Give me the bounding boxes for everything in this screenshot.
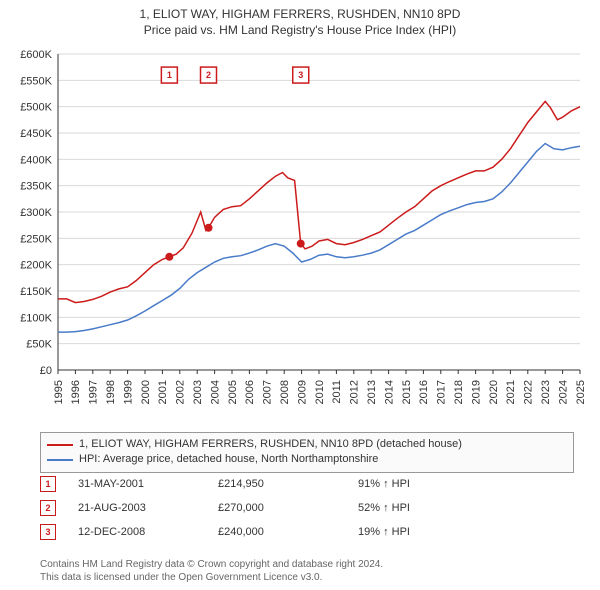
legend-swatch-hpi	[47, 459, 73, 461]
chart-svg: £0 £50K £100K £150K £200K £250K £300K £350K £400…	[10, 46, 590, 426]
sale-price-3: £240,000	[218, 526, 358, 538]
svg-text:2020: 2020	[488, 380, 500, 404]
sale-badge-3: 3	[40, 524, 56, 540]
svg-text:2009: 2009	[296, 380, 308, 404]
chart-area: £0 £50K £100K £150K £200K £250K £300K £350K £400…	[10, 46, 590, 426]
svg-text:£300K: £300K	[20, 207, 52, 219]
svg-text:2012: 2012	[349, 380, 361, 404]
svg-text:£250K: £250K	[20, 233, 52, 245]
title-line-2: Price paid vs. HM Land Registry's House …	[0, 22, 600, 38]
sale-badge-1: 1	[40, 476, 56, 492]
svg-text:1995: 1995	[53, 380, 65, 404]
sale-date-3: 12-DEC-2008	[78, 526, 218, 538]
svg-text:2017: 2017	[436, 380, 448, 404]
svg-text:£0: £0	[40, 365, 52, 377]
svg-text:2002: 2002	[175, 380, 187, 404]
svg-text:2021: 2021	[505, 380, 517, 404]
footnote: Contains HM Land Registry data © Crown c…	[40, 558, 560, 584]
title-line-1: 1, ELIOT WAY, HIGHAM FERRERS, RUSHDEN, N…	[0, 6, 600, 22]
sales-table: 1 31-MAY-2001 £214,950 91% ↑ HPI 2 21-AU…	[40, 476, 560, 548]
svg-text:£100K: £100K	[20, 312, 52, 324]
svg-text:1998: 1998	[105, 380, 117, 404]
svg-text:2025: 2025	[575, 380, 587, 404]
footnote-line-2: This data is licensed under the Open Gov…	[40, 571, 560, 584]
svg-text:2013: 2013	[366, 380, 378, 404]
svg-text:2022: 2022	[523, 380, 535, 404]
svg-text:1999: 1999	[122, 380, 134, 404]
svg-text:2003: 2003	[192, 380, 204, 404]
svg-text:2005: 2005	[227, 380, 239, 404]
svg-text:2004: 2004	[209, 380, 221, 404]
legend-swatch-property	[47, 444, 73, 446]
sale-price-1: £214,950	[218, 478, 358, 490]
svg-text:2023: 2023	[540, 380, 552, 404]
sale-price-2: £270,000	[218, 502, 358, 514]
sale-pct-2: 52% ↑ HPI	[358, 502, 478, 514]
footnote-line-1: Contains HM Land Registry data © Crown c…	[40, 558, 560, 571]
chart-container: 1, ELIOT WAY, HIGHAM FERRERS, RUSHDEN, N…	[0, 0, 600, 590]
svg-text:2016: 2016	[418, 380, 430, 404]
svg-text:1: 1	[167, 70, 172, 80]
sale-pct-3: 19% ↑ HPI	[358, 526, 478, 538]
svg-text:£550K: £550K	[20, 75, 52, 87]
sale-pct-1: 91% ↑ HPI	[358, 478, 478, 490]
svg-text:£200K: £200K	[20, 260, 52, 272]
svg-text:£350K: £350K	[20, 181, 52, 193]
svg-text:£500K: £500K	[20, 102, 52, 114]
svg-text:1997: 1997	[88, 380, 100, 404]
svg-text:2: 2	[206, 70, 211, 80]
chart-title: 1, ELIOT WAY, HIGHAM FERRERS, RUSHDEN, N…	[0, 0, 600, 38]
sale-badge-2: 2	[40, 500, 56, 516]
svg-text:2024: 2024	[557, 380, 569, 404]
svg-text:£50K: £50K	[26, 339, 52, 351]
legend-label-hpi: HPI: Average price, detached house, Nort…	[79, 452, 378, 467]
svg-text:2011: 2011	[331, 380, 343, 404]
svg-text:2001: 2001	[157, 380, 169, 404]
legend: 1, ELIOT WAY, HIGHAM FERRERS, RUSHDEN, N…	[40, 432, 574, 473]
svg-text:2006: 2006	[244, 380, 256, 404]
svg-text:2010: 2010	[314, 380, 326, 404]
sale-date-1: 31-MAY-2001	[78, 478, 218, 490]
sale-row-2: 2 21-AUG-2003 £270,000 52% ↑ HPI	[40, 500, 560, 516]
svg-text:£450K: £450K	[20, 128, 52, 140]
svg-text:1996: 1996	[70, 380, 82, 404]
sale-date-2: 21-AUG-2003	[78, 502, 218, 514]
svg-text:2019: 2019	[470, 380, 482, 404]
svg-text:2007: 2007	[262, 380, 274, 404]
svg-text:2018: 2018	[453, 380, 465, 404]
svg-text:3: 3	[298, 70, 303, 80]
sale-row-1: 1 31-MAY-2001 £214,950 91% ↑ HPI	[40, 476, 560, 492]
svg-text:2014: 2014	[383, 380, 395, 404]
svg-text:£150K: £150K	[20, 286, 52, 298]
legend-label-property: 1, ELIOT WAY, HIGHAM FERRERS, RUSHDEN, N…	[79, 437, 462, 452]
sale-row-3: 3 12-DEC-2008 £240,000 19% ↑ HPI	[40, 524, 560, 540]
svg-text:2015: 2015	[401, 380, 413, 404]
svg-text:2008: 2008	[279, 380, 291, 404]
svg-text:£400K: £400K	[20, 154, 52, 166]
svg-text:2000: 2000	[140, 380, 152, 404]
svg-text:£600K: £600K	[20, 49, 52, 61]
legend-item-hpi: HPI: Average price, detached house, Nort…	[47, 452, 567, 467]
legend-item-property: 1, ELIOT WAY, HIGHAM FERRERS, RUSHDEN, N…	[47, 437, 567, 452]
